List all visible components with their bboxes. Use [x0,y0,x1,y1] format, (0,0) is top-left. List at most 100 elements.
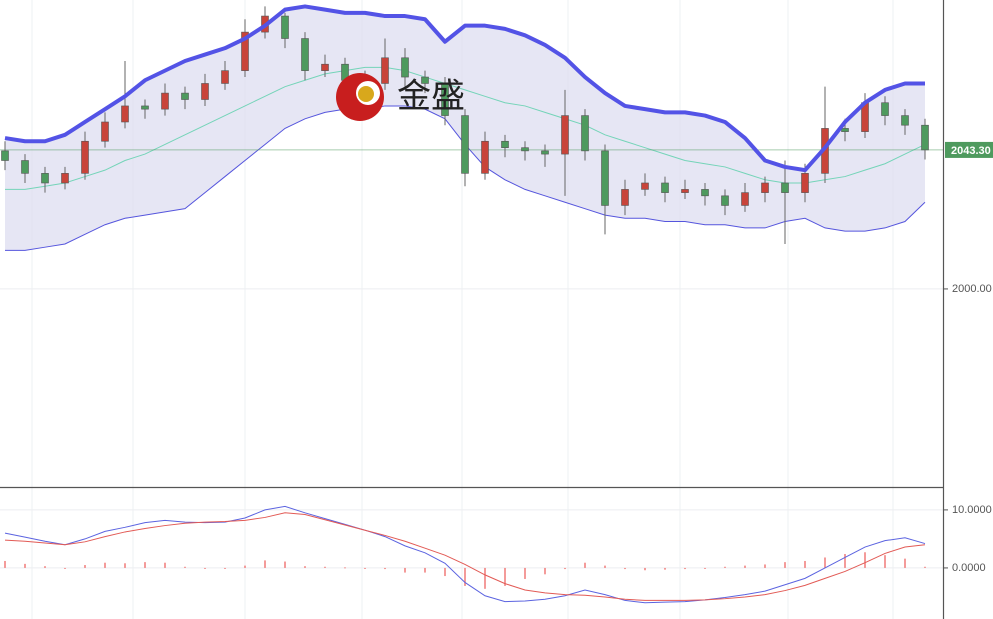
histogram-bar [244,565,246,568]
watermark-text: 金盛 [397,77,465,117]
candle-body [21,160,29,174]
histogram-bar [904,558,906,568]
histogram-bar [544,567,546,575]
histogram-bar [364,567,366,569]
watermark: 金盛 [336,73,465,121]
y-tick-label: 2000.00 [952,283,992,295]
candle-body [441,83,449,116]
histogram-bar [804,560,806,568]
histogram-bar [744,565,746,568]
histogram-bar [144,562,146,568]
histogram-bar [224,567,226,569]
candle-body [241,31,249,71]
candle-body [921,124,929,151]
candle-body [421,76,429,84]
histogram-bar [584,562,586,568]
histogram-bar [24,563,26,568]
candle-body [281,15,289,39]
histogram-bar [404,567,406,573]
candle-body [221,70,229,84]
candle-body [881,102,889,116]
histogram-bar [384,567,386,570]
candle-body [681,189,689,193]
band-upper [4,4,925,173]
histogram-bar [924,566,926,568]
candle-body [601,150,609,206]
histogram-bar [424,567,426,573]
candle-body [781,182,789,193]
histogram-bar [324,566,326,568]
histogram-bar [104,562,106,568]
histogram-bar [4,560,6,568]
candle-body [121,105,129,123]
macd-line [4,512,926,601]
candle-body [1,150,9,161]
candle-body [461,115,469,174]
candle-body [381,57,389,84]
macd-panel: 10.0000 0.0000 [0,504,992,604]
histogram-bar [264,560,266,568]
histogram-bar [284,561,286,568]
histogram-bar [164,562,166,568]
histogram-bar [444,567,446,577]
candle-body [181,92,189,100]
histogram-bar [824,557,826,568]
histogram-bar [44,566,46,568]
candle-body [321,63,329,71]
histogram-bar [844,554,846,568]
candle-body [701,189,709,197]
candle-body [161,92,169,110]
candle-body [621,189,629,206]
histogram-bar [664,567,666,570]
histogram-bar [724,566,726,568]
candle-body [581,115,589,152]
candle-body [761,182,769,193]
y-tick-label: 10.0000 [952,504,992,516]
candle-body [141,105,149,110]
histogram-bar [704,567,706,569]
candle-body [81,140,89,174]
candle-body [61,173,69,184]
histogram-bar [304,566,306,568]
y-tick-label: 0.0000 [952,562,986,574]
candle-body [561,115,569,155]
candle-body [841,128,849,132]
candle-body [201,83,209,100]
histogram-bar [84,565,86,568]
band-middle [5,66,926,190]
candle-body [101,121,109,142]
macd-line [4,505,926,604]
histogram-bar [504,567,506,586]
histogram-bar [464,567,466,586]
candle-body [481,140,489,174]
histogram-bar [624,567,626,570]
last-price-box [945,141,993,158]
histogram-bar [184,566,186,568]
histogram-bar [344,567,346,569]
histogram-bar [564,567,566,570]
logo-coin [358,86,374,102]
histogram-bar [764,564,766,568]
histogram-bar [644,567,646,571]
histogram-bar [604,565,606,568]
candle-body [741,192,749,206]
candle-body [501,140,509,148]
candle-body [301,38,309,71]
histogram-bar [64,567,66,569]
histogram-bar [884,555,886,568]
price-panel: 2000.00 2043.30 [0,4,993,295]
candle-body [721,195,729,206]
candle-body [661,182,669,193]
candle-body [541,150,549,155]
candle-body [521,147,529,152]
histogram-bar [524,567,526,579]
histogram-bar [204,567,206,569]
candle-body [641,182,649,190]
histogram-bar [864,552,866,568]
candle-body [41,173,49,184]
candle-body [901,115,909,126]
histogram-bar [484,567,486,589]
candle-body [801,173,809,193]
